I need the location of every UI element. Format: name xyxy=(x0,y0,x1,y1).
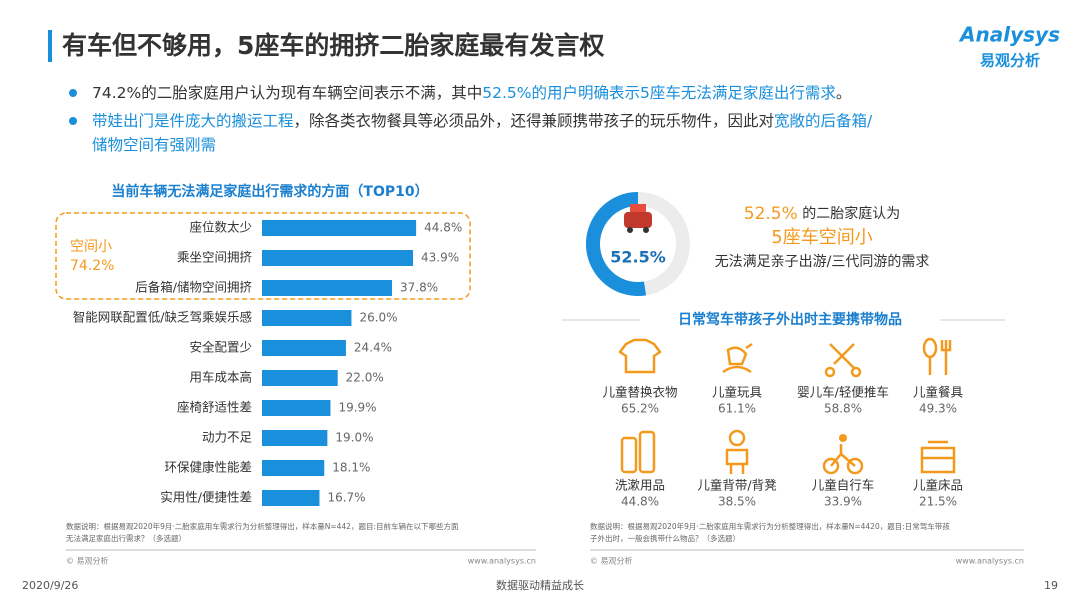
icon-tableware xyxy=(922,337,952,375)
bar xyxy=(262,370,338,386)
logo-bottom: 易观分析 xyxy=(980,52,1040,70)
text-line: 无法满足亲子出游/三代同游的需求 xyxy=(715,254,930,270)
bar xyxy=(262,490,320,506)
source: © 易观分析 xyxy=(66,556,109,566)
footer-date: 2020/9/26 xyxy=(22,579,78,592)
item-value: 33.9% xyxy=(824,495,862,509)
item-label: 儿童背带/背凳 xyxy=(697,478,777,493)
text-segment: 宽敞的后备箱/ xyxy=(774,112,873,130)
group-label: 74.2% xyxy=(70,258,114,274)
bar xyxy=(262,220,417,236)
icon-toy xyxy=(722,342,753,374)
bar-label: 座位数太少 xyxy=(189,220,252,235)
value-label: 22.0% xyxy=(346,371,384,385)
icon-clothes xyxy=(618,338,662,374)
item-value: 61.1% xyxy=(718,402,756,416)
source: © 易观分析 xyxy=(590,556,633,566)
text-segment: 74.2%的二胎家庭用户认为现有车辆空间表示不满，其中 xyxy=(92,84,482,102)
bar xyxy=(262,310,352,326)
bar xyxy=(262,460,325,476)
item-label: 洗漱用品 xyxy=(615,478,665,493)
bar xyxy=(262,280,393,296)
item-value: 38.5% xyxy=(718,495,756,509)
text-line: 52.5% 的二胎家庭认为 xyxy=(744,204,900,224)
bar xyxy=(262,340,346,356)
note: 无法满足家庭出行需求？（多选题） xyxy=(66,533,186,543)
item-value: 21.5% xyxy=(919,495,957,509)
value-label: 43.9% xyxy=(421,251,459,265)
items-title: 日常驾车带孩子外出时主要携带物品 xyxy=(678,311,902,328)
text-line: 74.2%的二胎家庭用户认为现有车辆空间表示不满，其中52.5%的用户明确表示5… xyxy=(92,84,851,102)
donut-arc xyxy=(586,192,647,296)
source-url: www.analysys.cn xyxy=(468,557,536,566)
bar-label: 实用性/便捷性差 xyxy=(160,490,252,505)
value-label: 26.0% xyxy=(359,311,397,325)
source-url: www.analysys.cn xyxy=(956,557,1024,566)
text-segment: 带娃出门是件庞大的搬运工程 xyxy=(92,112,294,130)
value-label: 37.8% xyxy=(400,281,438,295)
bar xyxy=(262,430,328,446)
group-label: 空间小 xyxy=(70,239,112,255)
bar-label: 环保健康性能差 xyxy=(164,460,252,475)
note: 数据说明：根据易观2020年9月·二胎家庭用车需求行为分析整理得出，样本量N=4… xyxy=(66,521,459,531)
item-label: 儿童餐具 xyxy=(913,385,964,400)
text-segment: 5座车空间小 xyxy=(771,227,872,248)
note: 子外出时，一般会携带什么物品？（多选题） xyxy=(590,533,740,543)
value-label: 24.4% xyxy=(354,341,392,355)
bar xyxy=(262,250,414,266)
text-segment: 。 xyxy=(836,84,852,102)
bar-label: 后备箱/储物空间拥挤 xyxy=(135,280,252,295)
value-label: 16.7% xyxy=(327,491,365,505)
icon-toiletries xyxy=(620,430,656,474)
text-segment: 的二胎家庭认为 xyxy=(798,205,900,222)
item-value: 58.8% xyxy=(824,402,862,416)
footer-slogan: 数据驱动精益成长 xyxy=(496,578,584,592)
value-label: 44.8% xyxy=(424,221,462,235)
item-value: 65.2% xyxy=(621,402,659,416)
text-segment: ，除各类衣物餐具等必须品外，还得兼顾携带孩子的玩乐物件，因此对 xyxy=(294,112,775,130)
logo-top: Analysys xyxy=(958,23,1060,47)
text-segment: 储物空间有强刚需 xyxy=(92,136,216,154)
text-line: 带娃出门是件庞大的搬运工程，除各类衣物餐具等必须品外，还得兼顾携带孩子的玩乐物件… xyxy=(92,112,873,130)
car-icon xyxy=(624,204,652,233)
icon-stroller xyxy=(824,343,862,378)
item-label: 婴儿车/轻便推车 xyxy=(797,385,889,400)
group-box xyxy=(55,212,471,300)
icon-carrier xyxy=(725,429,749,474)
bar xyxy=(262,400,331,416)
value-label: 18.1% xyxy=(332,461,370,475)
text-segment: 52.5%的用户明确表示5座车无法满足家庭出行需求 xyxy=(482,84,836,102)
item-value: 44.8% xyxy=(621,495,659,509)
bullet-dot xyxy=(69,89,77,97)
icon-bedding xyxy=(920,440,956,474)
item-label: 儿童替换衣物 xyxy=(602,385,677,400)
value-label: 19.0% xyxy=(335,431,373,445)
text-segment: 无法满足亲子出游/三代同游的需求 xyxy=(715,254,930,270)
donut-label: 52.5% xyxy=(610,248,666,267)
bullet-dot xyxy=(69,117,77,125)
bar-chart-title: 当前车辆无法满足家庭出行需求的方面（TOP10） xyxy=(111,183,428,200)
title-accent xyxy=(48,30,52,62)
item-label: 儿童自行车 xyxy=(812,478,875,493)
item-value: 49.3% xyxy=(919,402,957,416)
footer-page: 19 xyxy=(1044,579,1058,592)
slide-title: 有车但不够用，5座车的拥挤二胎家庭最有发言权 xyxy=(62,31,604,60)
item-label: 儿童玩具 xyxy=(712,385,763,400)
note: 数据说明：根据易观2020年9月·二胎家庭用车需求行为分析整理得出，样本量N=4… xyxy=(590,521,950,531)
text-segment: 52.5% xyxy=(744,204,798,224)
icon-bike xyxy=(822,434,864,475)
bar-label: 用车成本高 xyxy=(189,370,252,385)
bar-label: 座椅舒适性差 xyxy=(177,400,252,415)
bar-label: 安全配置少 xyxy=(189,340,252,355)
bar-label: 动力不足 xyxy=(202,430,253,445)
value-label: 19.9% xyxy=(338,401,376,415)
bar-label: 乘坐空间拥挤 xyxy=(177,250,253,265)
item-label: 儿童床品 xyxy=(913,478,963,493)
text-line: 储物空间有强刚需 xyxy=(92,136,216,154)
text-line: 5座车空间小 xyxy=(771,227,872,248)
bar-label: 智能网联配置低/缺乏驾乘娱乐感 xyxy=(73,310,252,325)
